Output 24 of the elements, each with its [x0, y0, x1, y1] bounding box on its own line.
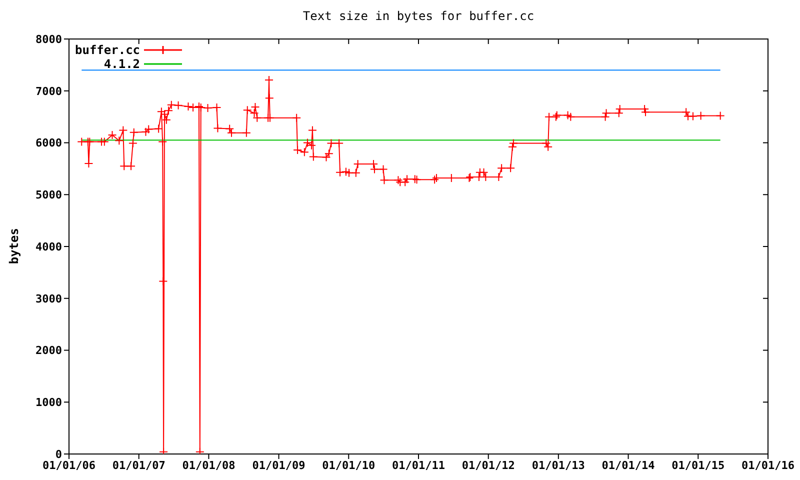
- legend-label: buffer.cc: [75, 43, 140, 57]
- x-tick-label: 01/01/12: [462, 458, 515, 472]
- y-tick-label: 2000: [36, 344, 62, 358]
- y-tick-label: 0: [55, 448, 62, 461]
- x-tick-label: 01/01/13: [532, 458, 585, 472]
- y-tick-label: 7000: [36, 84, 62, 98]
- y-tick-label: 8000: [36, 32, 62, 46]
- x-tick-label: 01/01/11: [392, 458, 446, 472]
- x-tick-label: 01/01/15: [672, 458, 725, 472]
- y-tick-label: 5000: [36, 188, 62, 202]
- y-axis-title: bytes: [7, 228, 21, 265]
- x-tick-label: 01/01/14: [602, 458, 656, 472]
- x-tick-label: 01/01/08: [182, 458, 236, 472]
- legend-label: 4.1.2: [104, 57, 140, 71]
- y-tick-label: 1000: [36, 396, 62, 410]
- chart-title: Text size in bytes for buffer.cc: [302, 9, 534, 23]
- x-tick-label: 01/01/09: [252, 458, 306, 472]
- x-tick-label: 01/01/10: [322, 458, 376, 472]
- y-tick-label: 3000: [36, 292, 62, 306]
- x-tick-label: 01/01/16: [742, 458, 795, 472]
- y-tick-label: 4000: [36, 240, 62, 254]
- y-tick-label: 6000: [36, 136, 62, 150]
- x-tick-label: 01/01/07: [112, 458, 166, 472]
- x-tick-label: 01/01/06: [42, 458, 96, 472]
